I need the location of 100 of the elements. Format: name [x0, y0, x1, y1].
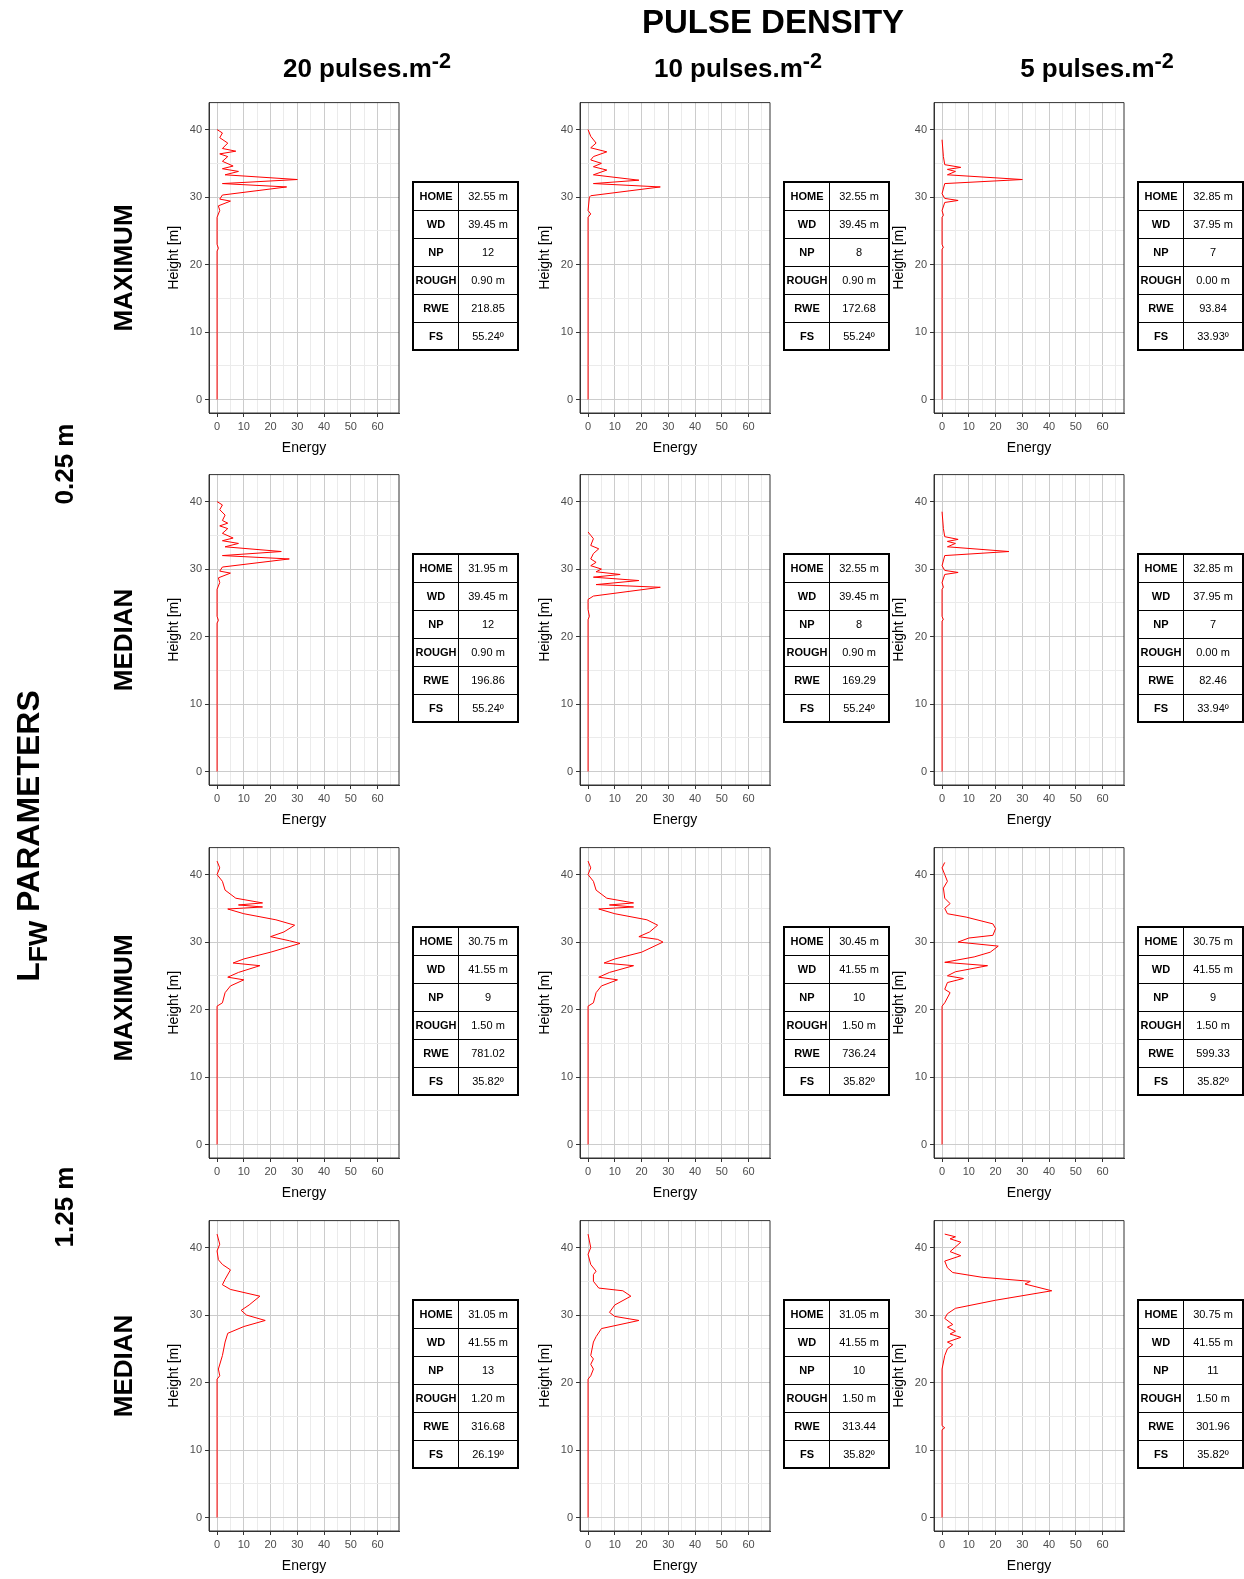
text: WD — [1138, 1328, 1184, 1356]
x-tick-label: 20 — [989, 1537, 1002, 1550]
x-tick-label: 10 — [237, 1537, 250, 1550]
y-tick-label: 20 — [560, 1002, 574, 1015]
text: NP — [1138, 1356, 1184, 1384]
text: 1.50 m — [829, 1384, 889, 1412]
text: 301.96 — [1183, 1412, 1243, 1440]
text: 1.50 m — [829, 1011, 889, 1039]
y-tick-label: 0 — [195, 392, 203, 405]
text: NP — [413, 983, 459, 1011]
y-tick-label: 10 — [560, 1443, 574, 1456]
text: 12 — [458, 238, 518, 266]
text: WD — [413, 955, 459, 983]
y-tick-label: 0 — [920, 1510, 928, 1523]
x-axis-title: Energy — [281, 439, 327, 456]
y-tick-label: 0 — [195, 1137, 203, 1150]
x-tick-label: 0 — [214, 791, 221, 804]
text: FS — [784, 1067, 830, 1095]
x-tick-label: 60 — [1096, 419, 1109, 432]
x-tick-label: 50 — [344, 791, 357, 804]
y-tick-label: 20 — [560, 1375, 574, 1388]
y-tick-label: 30 — [560, 935, 574, 948]
text: NP — [1138, 610, 1184, 638]
text: HOME — [784, 182, 830, 210]
text: 30.75 m — [1183, 1300, 1243, 1328]
text: 35.82º — [829, 1067, 889, 1095]
text: FS — [413, 1067, 459, 1095]
y-axis-title: Height [m] — [165, 597, 182, 662]
text: 82.46 — [1183, 666, 1243, 694]
text: NP — [413, 610, 459, 638]
text: FS — [784, 322, 830, 350]
text: 218.85 — [458, 294, 518, 322]
y-tick-label: 0 — [195, 1510, 203, 1523]
y-tick-label: 30 — [189, 935, 203, 948]
y-tick-label: 10 — [189, 697, 203, 710]
text: 313.44 — [829, 1412, 889, 1440]
text: HOME — [784, 554, 830, 582]
text: 7 — [1183, 238, 1243, 266]
text: 5 pulses.m$^{-2}$ — [1020, 47, 1174, 85]
text: MEDIAN — [107, 1314, 139, 1418]
y-tick-label: 10 — [914, 1070, 928, 1083]
text: RWE — [1138, 1412, 1184, 1440]
text: ROUGH — [784, 266, 830, 294]
x-tick-label: 30 — [662, 1164, 675, 1177]
text: NP — [413, 1356, 459, 1384]
x-tick-label: 60 — [742, 419, 755, 432]
x-tick-label: 30 — [1016, 419, 1029, 432]
text: 736.24 — [829, 1039, 889, 1067]
y-tick-label: 40 — [560, 867, 574, 880]
y-tick-label: 10 — [189, 1070, 203, 1083]
text: WD — [784, 210, 830, 238]
text: 32.55 m — [829, 554, 889, 582]
x-tick-label: 20 — [989, 791, 1002, 804]
text: ROUGH — [1138, 638, 1184, 666]
y-tick-label: 10 — [914, 697, 928, 710]
text: 39.45 m — [829, 210, 889, 238]
x-tick-label: 50 — [344, 1164, 357, 1177]
text: 8 — [829, 238, 889, 266]
text: 0.90 m — [458, 266, 518, 294]
x-tick-label: 10 — [608, 1537, 621, 1550]
y-tick-label: 30 — [189, 190, 203, 203]
x-tick-label: 0 — [939, 1537, 946, 1550]
x-tick-label: 10 — [237, 1164, 250, 1177]
x-tick-label: 50 — [715, 419, 728, 432]
text: RWE — [784, 1412, 830, 1440]
text: 41.55 m — [829, 1328, 889, 1356]
x-axis-title: Energy — [1006, 1557, 1052, 1574]
x-axis-title: Energy — [1006, 811, 1052, 828]
x-axis-title: Energy — [281, 811, 327, 828]
y-axis-title: Height [m] — [165, 225, 182, 290]
x-tick-label: 50 — [715, 1537, 728, 1550]
y-tick-label: 20 — [189, 1375, 203, 1388]
text: FS — [413, 1440, 459, 1468]
text: 0.90 m — [458, 638, 518, 666]
text: ROUGH — [413, 266, 459, 294]
x-tick-label: 50 — [1069, 1537, 1082, 1550]
text: 31.05 m — [829, 1300, 889, 1328]
text: HOME — [413, 554, 459, 582]
x-tick-label: 40 — [1042, 1537, 1056, 1550]
x-tick-label: 0 — [214, 1164, 221, 1177]
x-tick-label: 30 — [1016, 791, 1029, 804]
x-tick-label: 20 — [635, 1164, 648, 1177]
text: 11 — [1183, 1356, 1243, 1384]
text: ROUGH — [1138, 1384, 1184, 1412]
y-tick-label: 20 — [560, 257, 574, 270]
x-tick-label: 40 — [1042, 1164, 1056, 1177]
x-tick-label: 0 — [939, 1164, 946, 1177]
text: 33.94º — [1183, 694, 1243, 722]
y-tick-label: 0 — [195, 764, 203, 777]
text: WD — [784, 955, 830, 983]
text: MEDIAN — [107, 588, 139, 692]
text: ROUGH — [1138, 1011, 1184, 1039]
text: 1.25 m — [48, 1166, 80, 1248]
y-tick-label: 30 — [914, 190, 928, 203]
y-tick-label: 40 — [189, 494, 203, 507]
x-tick-label: 40 — [317, 791, 331, 804]
text: 12 — [458, 610, 518, 638]
text: 13 — [458, 1356, 518, 1384]
x-tick-label: 20 — [635, 1537, 648, 1550]
x-axis-title: Energy — [281, 1557, 327, 1574]
